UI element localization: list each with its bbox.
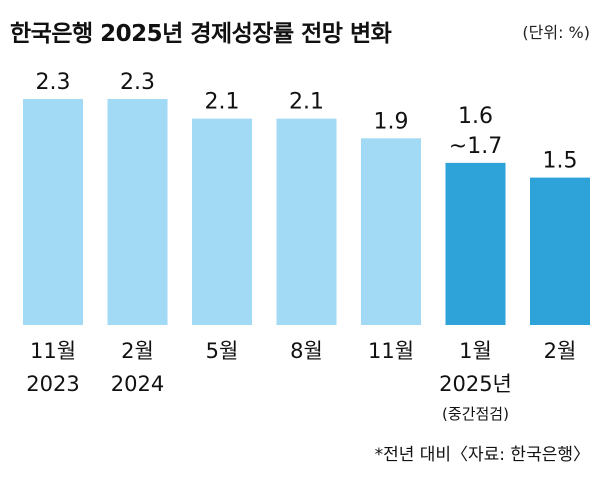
- unit-label: (단위: %): [522, 23, 590, 42]
- value-label-3: 2.1: [289, 90, 324, 115]
- category-label-1-1: 2024: [111, 372, 164, 396]
- category-sublabel-5: (중간점검): [442, 405, 509, 423]
- category-label-2-0: 5월: [206, 339, 239, 363]
- source-note: *전년 대비〈자료: 한국은행〉: [374, 445, 590, 465]
- category-label-4-0: 11월: [368, 339, 414, 363]
- value-label-2: 2.1: [205, 90, 240, 115]
- value-label-4: 1.9: [374, 109, 409, 134]
- bar-2: [192, 118, 252, 325]
- category-label-5-0: 1월: [459, 339, 492, 363]
- chart-title: 한국은행 2025년 경제성장률 전망 변화: [10, 21, 392, 47]
- bar-0: [23, 99, 83, 325]
- category-label-0-1: 2023: [26, 372, 79, 396]
- value-label-6: 1.5: [543, 149, 578, 174]
- value-label-0: 2.3: [36, 70, 71, 95]
- category-label-3-0: 8월: [290, 339, 323, 363]
- bar-4: [361, 138, 421, 325]
- category-label-0-0: 11월: [30, 339, 76, 363]
- value-label-1: 2.3: [120, 70, 155, 95]
- bar-5: [445, 162, 506, 325]
- category-label-6-0: 2월: [544, 339, 577, 363]
- category-label-5-1: 2025년: [439, 372, 512, 396]
- category-label-1-0: 2월: [121, 339, 154, 363]
- bar-3: [276, 118, 337, 325]
- bar-1: [107, 99, 168, 325]
- bar-6: [530, 177, 590, 325]
- value-label-5-0: 1.6: [458, 104, 493, 129]
- value-label-5-1: ~1.7: [449, 134, 502, 159]
